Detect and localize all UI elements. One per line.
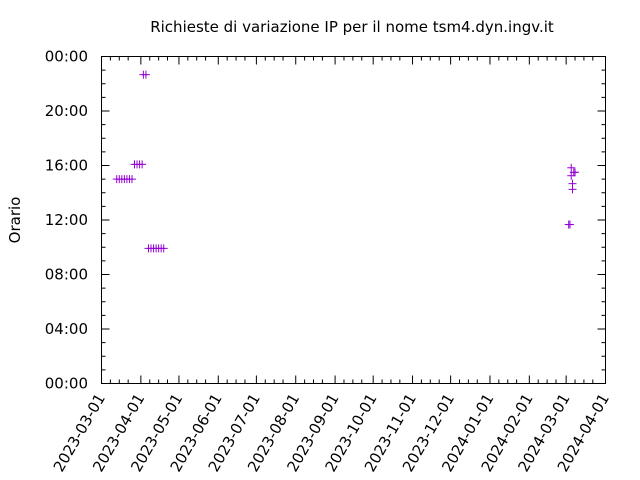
y-axis-label: Orario [6,197,24,244]
chart-title: Richieste di variazione IP per il nome t… [150,18,554,36]
y-tick-label: 16:00 [45,157,88,175]
y-tick-label: 00:00 [45,48,88,66]
data-point [159,244,168,253]
x-axis: 2023-03-012023-04-012023-05-012023-06-01… [50,56,613,475]
y-tick-label: 00:00 [45,375,88,393]
data-point [141,70,150,79]
data-point [138,160,147,169]
plot-area [101,56,606,384]
data-point [127,175,136,184]
y-tick-label: 20:00 [45,102,88,120]
y-tick-label: 12:00 [45,211,88,229]
y-tick-label: 04:00 [45,320,88,338]
data-points [112,70,580,253]
data-point [567,163,576,172]
data-point [565,220,574,229]
y-axis: 00:00 04:00 08:00 12:00 16:00 20:00 00:00 [45,48,606,393]
data-point [571,168,580,177]
y-tick-label: 08:00 [45,266,88,284]
data-point [568,185,577,194]
